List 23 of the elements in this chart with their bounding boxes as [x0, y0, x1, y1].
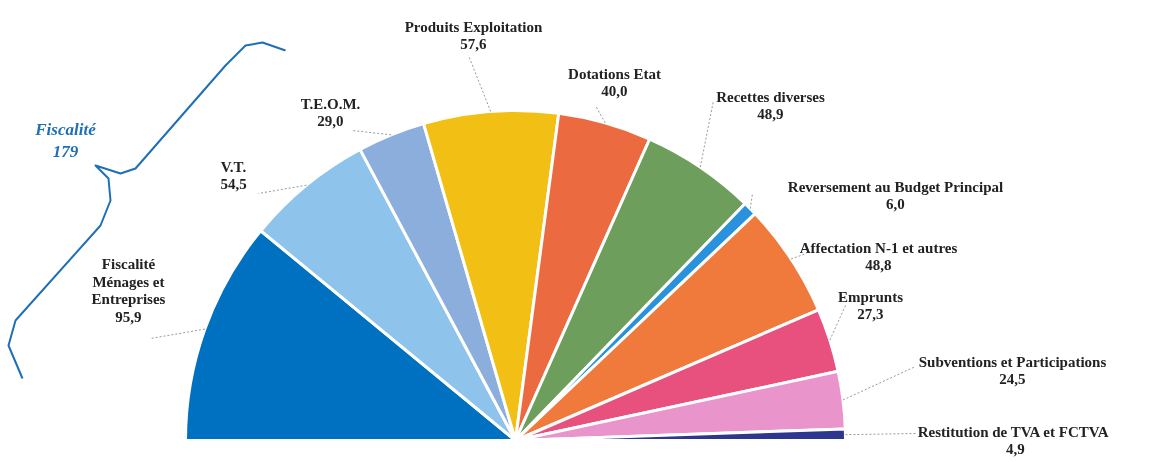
data-label: 40,0 — [601, 83, 628, 100]
slice-label: Restitution de TVA et FCTVA — [917, 423, 1109, 440]
slice-label: Recettes diverses — [716, 88, 826, 105]
data-label: 29,0 — [317, 113, 344, 130]
slice-label: Dotations Etat — [568, 65, 661, 82]
slice-label: Reversement au Budget Principal — [787, 178, 1004, 195]
data-label: 57,6 — [460, 36, 488, 53]
data-label: 95,9 — [115, 308, 142, 325]
data-label: 27,3 — [857, 306, 884, 323]
slice-label: Emprunts — [837, 288, 904, 305]
text: Fiscalité 179 — [34, 120, 98, 161]
slice-label: Produits Exploitation — [404, 18, 543, 35]
data-label: 48,8 — [865, 257, 892, 274]
data-label: 4,9 — [1006, 441, 1025, 458]
data-label: 24,5 — [999, 371, 1026, 388]
slice-label: Affectation N-1 et autres — [799, 239, 958, 256]
slice-label: Subventions et Participations — [918, 353, 1107, 370]
data-label: 54,5 — [220, 176, 247, 193]
data-label: 48,9 — [757, 106, 784, 123]
slice-label: T.E.O.M. — [300, 95, 361, 112]
slice-label: Fiscalité Ménages et Entreprises — [91, 256, 166, 308]
data-label: 6,0 — [886, 196, 905, 213]
slice-label: V.T. — [220, 158, 247, 175]
